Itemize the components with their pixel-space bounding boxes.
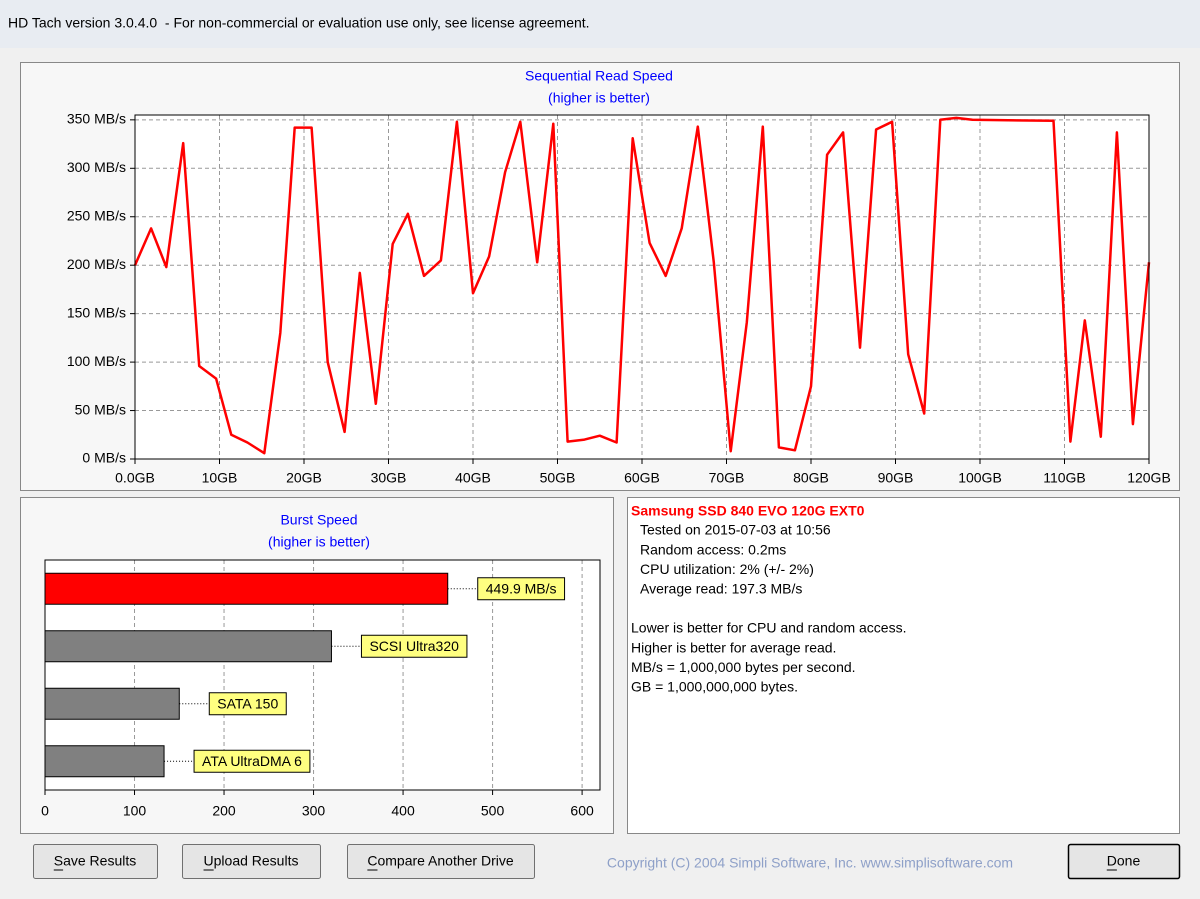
x-tick-label: 200: [212, 803, 236, 819]
x-tick-label: 50GB: [540, 470, 576, 486]
x-tick-label: 20GB: [286, 470, 322, 486]
detail-line: Average read: 197.3 MB/s: [640, 581, 802, 597]
drive-name: Samsung SSD 840 EVO 120G EXT0: [631, 503, 865, 519]
y-tick-label: 350 MB/s: [67, 111, 126, 127]
x-tick-label: 500: [481, 803, 505, 819]
x-tick-label: 110GB: [1043, 470, 1086, 486]
chart-title: Sequential Read Speed: [525, 68, 673, 84]
bar: [44, 572, 449, 605]
x-tick-label: 100GB: [958, 470, 1002, 486]
bar-label: 449.9 MB/s: [477, 577, 566, 601]
button-label: Compare Another Drive: [367, 853, 514, 869]
note-line: GB = 1,000,000,000 bytes.: [631, 679, 798, 695]
x-tick-label: 40GB: [455, 470, 491, 486]
button-face: [182, 844, 321, 879]
y-tick-label: 50 MB/s: [75, 401, 126, 417]
label-box: [193, 749, 311, 773]
y-tick-label: 200 MB/s: [67, 256, 126, 272]
copyright: Copyright (C) 2004 Simpli Software, Inc.…: [607, 855, 1013, 871]
x-tick-label: 30GB: [371, 470, 407, 486]
x-tick-label: 10GB: [202, 470, 238, 486]
y-tick-label: 100 MB/s: [67, 353, 126, 369]
button[interactable]: Upload Results: [182, 844, 321, 879]
button[interactable]: Done: [1067, 843, 1181, 880]
x-tick-label: 300: [302, 803, 326, 819]
x-tick-label: 400: [391, 803, 415, 819]
chart-subtitle: (higher is better): [548, 90, 650, 106]
button-label: Save Results: [54, 853, 136, 869]
y-tick-label: 150 MB/s: [67, 304, 126, 320]
button[interactable]: Save Results: [33, 844, 158, 879]
bar: [44, 630, 332, 663]
x-tick-label: 120GB: [1127, 470, 1171, 486]
bar-label: SCSI Ultra320: [360, 634, 468, 658]
label-box: [477, 577, 566, 601]
button-label: Done: [1107, 853, 1141, 869]
label-text: SATA 150: [217, 695, 278, 711]
plot-border: [44, 559, 601, 791]
y-tick-label: 300 MB/s: [67, 159, 126, 175]
bar-label: SATA 150: [208, 692, 287, 716]
button-face: [347, 844, 535, 879]
button-face: [33, 844, 158, 879]
info-panel: [627, 497, 1180, 834]
detail-line: Random access: 0.2ms: [640, 541, 786, 557]
label-box: [360, 634, 468, 658]
x-tick-label: 80GB: [793, 470, 829, 486]
detail-line: CPU utilization: 2% (+/- 2%): [640, 561, 814, 577]
chart-subtitle: (higher is better): [268, 534, 370, 550]
x-tick-label: 100: [123, 803, 147, 819]
note-line: MB/s = 1,000,000 bytes per second.: [631, 659, 856, 675]
chart-title: Burst Speed: [280, 512, 357, 528]
y-tick-label: 0 MB/s: [82, 450, 126, 466]
window-title: HD Tach version 3.0.4.0 - For non-commer…: [8, 15, 590, 31]
x-tick-label: 600: [570, 803, 594, 819]
x-tick-label: 0.0GB: [115, 470, 155, 486]
title-bar: [0, 0, 1200, 48]
bar-label: ATA UltraDMA 6: [193, 749, 311, 773]
note-line: Higher is better for average read.: [631, 639, 836, 655]
bar: [44, 687, 180, 720]
x-tick-label: 60GB: [624, 470, 660, 486]
x-tick-label: 90GB: [878, 470, 914, 486]
label-text: 449.9 MB/s: [486, 580, 557, 596]
detail-line: Tested on 2015-07-03 at 10:56: [640, 522, 831, 538]
x-tick-label: 0: [41, 803, 49, 819]
button-label: Upload Results: [204, 853, 299, 869]
button[interactable]: Compare Another Drive: [347, 844, 535, 879]
read-line: [133, 116, 1151, 455]
label-box: [208, 692, 287, 716]
label-text: ATA UltraDMA 6: [202, 753, 302, 769]
bar: [44, 745, 165, 778]
plot-border: [134, 114, 1150, 460]
label-text: SCSI Ultra320: [369, 638, 459, 654]
x-tick-label: 70GB: [709, 470, 745, 486]
note-line: Lower is better for CPU and random acces…: [631, 620, 906, 636]
y-tick-label: 250 MB/s: [67, 207, 126, 223]
button-face: [1067, 843, 1181, 880]
